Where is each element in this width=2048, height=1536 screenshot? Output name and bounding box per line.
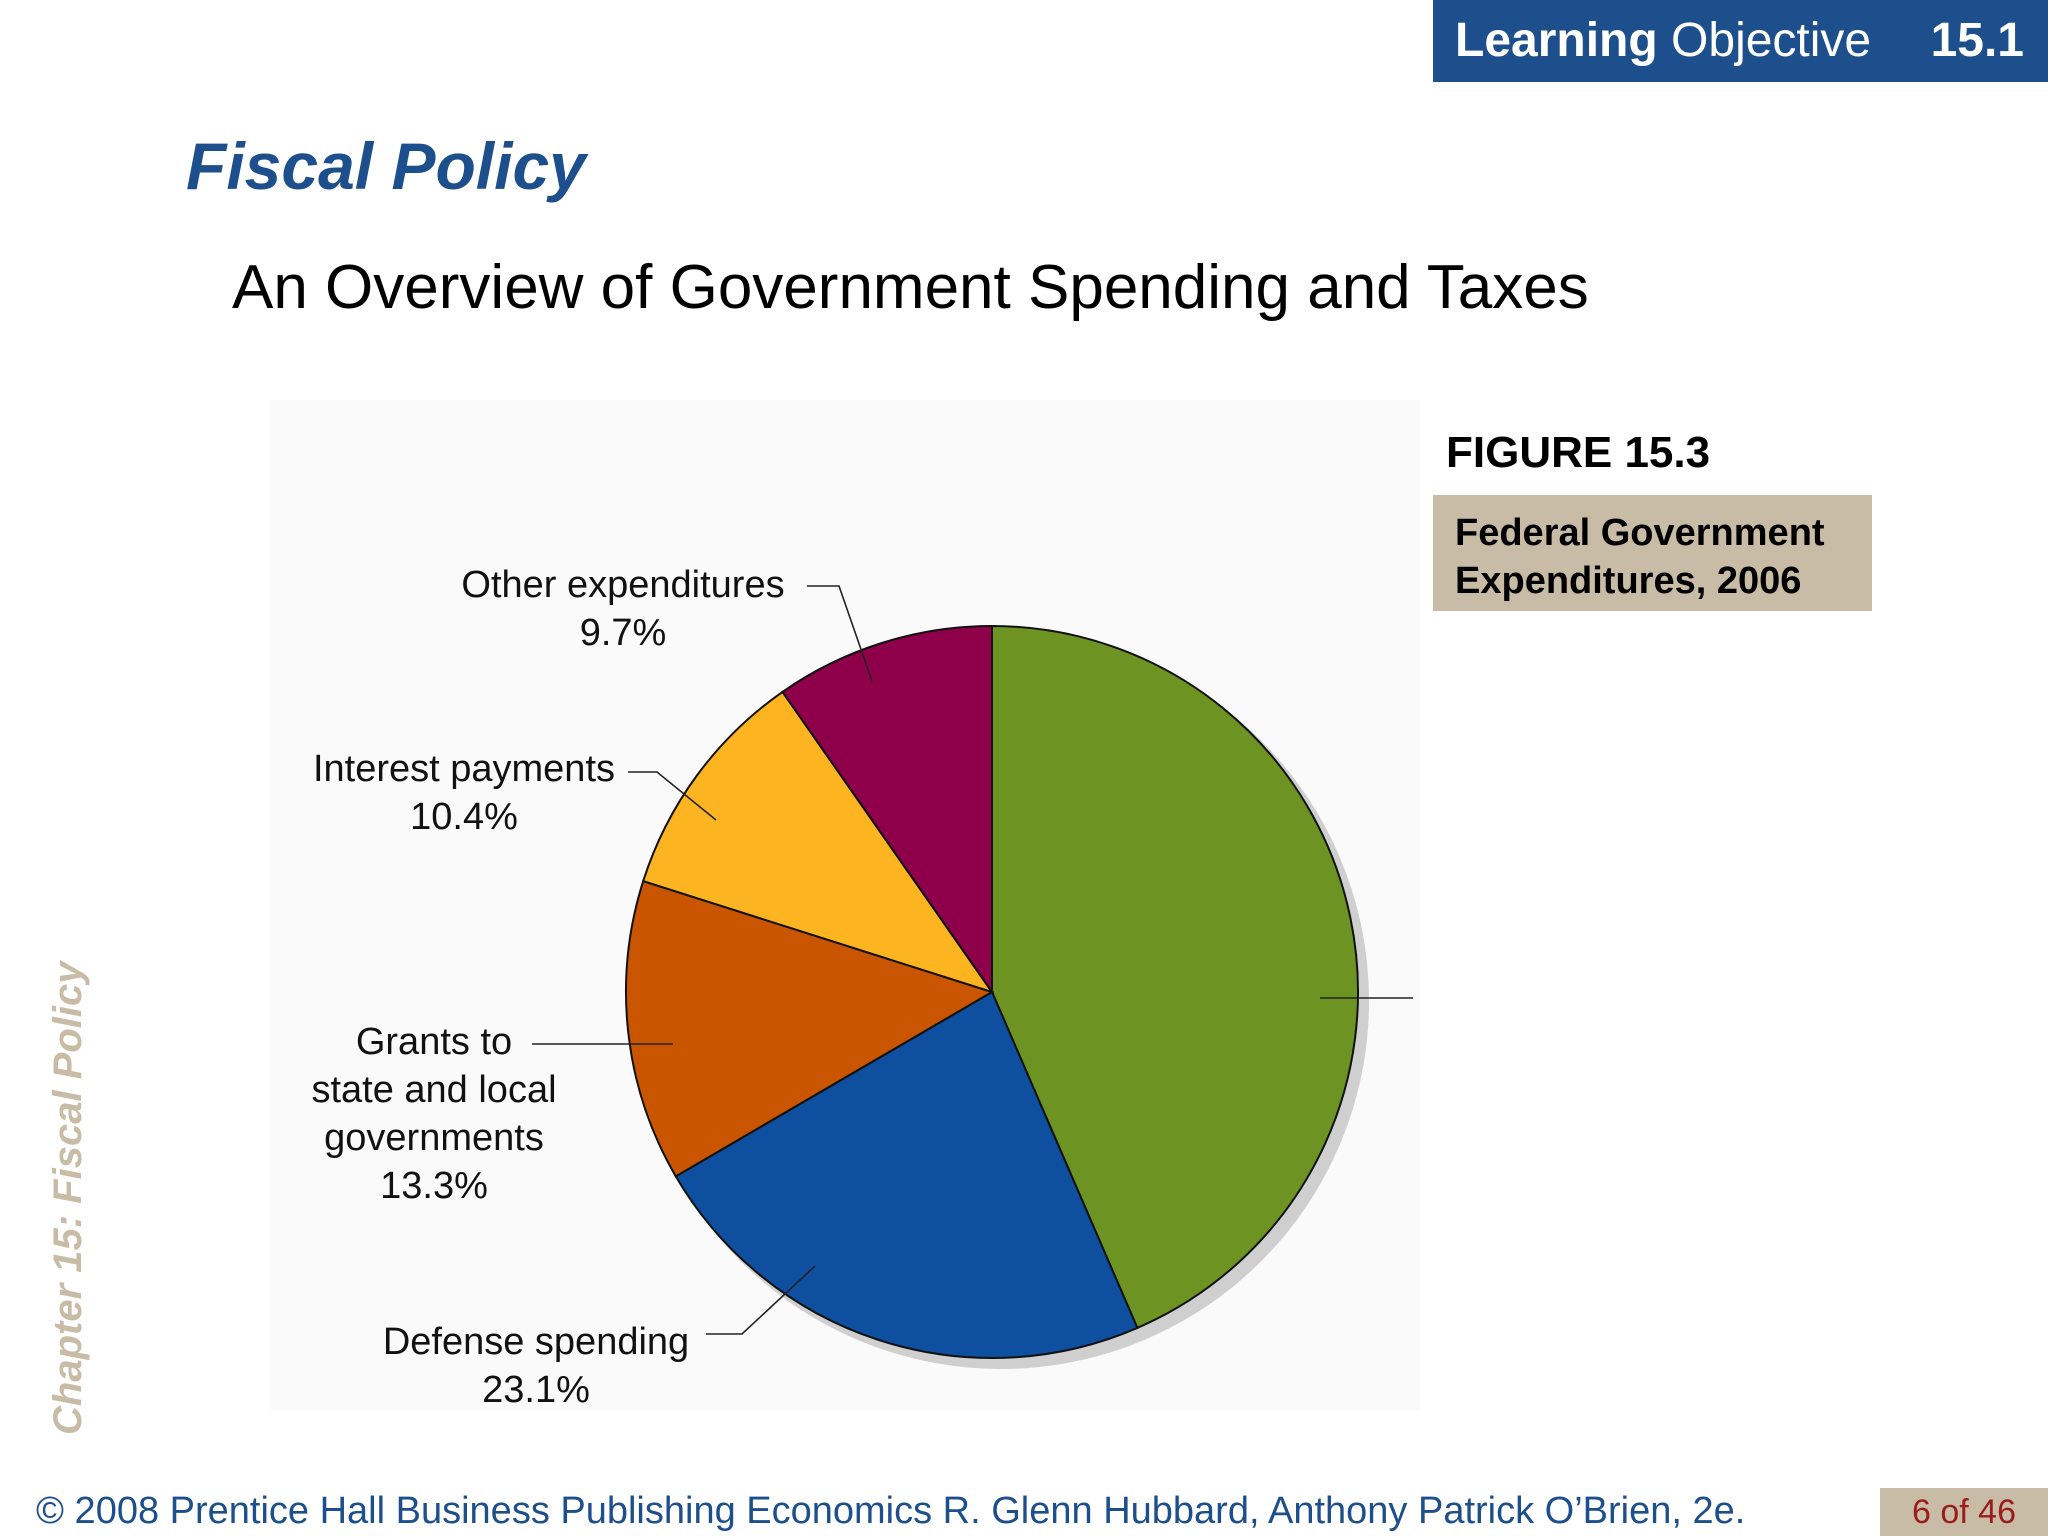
pie-chart: Transfer payments43.5%Defense spending23… (311, 564, 1413, 1410)
pie-label-2: Grants to state and local governments 13.3% (311, 1021, 556, 1207)
learning-objective-banner: Learning Objective 15.1 (1433, 0, 2048, 82)
footer: © 2008 Prentice Hall Business Publishing… (0, 1488, 2048, 1536)
figure-label: FIGURE 15.3 (1446, 428, 1711, 477)
slide-title: Fiscal Policy (186, 129, 586, 203)
objective-word: Objective (1671, 14, 1872, 67)
footer-copyright: © 2008 Prentice Hall Business Publishing… (36, 1490, 1746, 1532)
pie-leader-line-3 (628, 771, 717, 821)
chart-area: Transfer payments43.5%Defense spending23… (270, 400, 1420, 1410)
pie-slice-0 (991, 624, 1359, 1330)
pie-slice-4 (781, 624, 993, 996)
pie-slice-2 (625, 879, 995, 1178)
figure-caption-line-1: Federal Government (1455, 512, 1825, 554)
chapter-sidebar-text: Chapter 15: Fiscal Policy (46, 961, 90, 1435)
pie-slice-1 (674, 990, 1139, 1359)
pie-leader-line-4 (807, 585, 873, 682)
pie-leader-line-1 (706, 1265, 816, 1335)
pie-label-4: Other expenditures 9.7% (461, 564, 784, 654)
figure-caption-line-2: Expenditures, 2006 (1455, 560, 1802, 602)
pie-label-1: Defense spending 23.1% (383, 1321, 689, 1410)
slide-subtitle: An Overview of Government Spending and T… (232, 253, 1589, 322)
pie-label-3: Interest payments 10.4% (313, 748, 615, 838)
objective-number: 15.1 (1930, 14, 2024, 67)
pie-slice-3 (641, 690, 995, 994)
figure-caption: Federal Government Expenditures, 2006 (1433, 495, 1872, 611)
learning-word: Learning (1455, 14, 1658, 67)
page-number: 6 of 46 (1880, 1488, 2048, 1536)
